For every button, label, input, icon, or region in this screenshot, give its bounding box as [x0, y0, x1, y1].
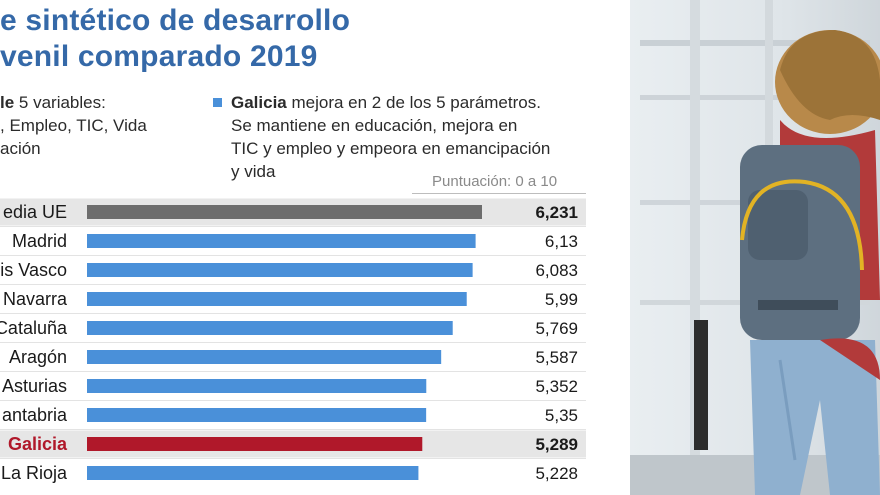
value-label: 6,083 [535, 261, 578, 280]
bar [87, 205, 482, 219]
bar [87, 437, 423, 451]
infographic: e sintético de desarrollo venil comparad… [0, 4, 586, 483]
bar [87, 292, 467, 306]
bar [87, 379, 427, 393]
bar [87, 234, 476, 248]
galicia-note-line-2: Se mantiene en educación, mejora en [231, 116, 518, 135]
bar [87, 321, 453, 335]
methodology-note-text: 5 variables: [14, 93, 106, 112]
value-label: 6,231 [535, 203, 578, 222]
value-label: 5,289 [535, 435, 578, 454]
category-label: Asturias [2, 376, 67, 396]
category-label: La Rioja [1, 463, 68, 483]
bullet-icon [213, 98, 222, 107]
value-label: 5,99 [545, 290, 578, 309]
scale-divider [412, 193, 586, 194]
methodology-note-line-1: le 5 variables: [0, 91, 106, 114]
bar-chart: edia UE 6,231 Madrid 6,13 is Vasco 6,083 Navar… [0, 198, 586, 483]
value-label: 6,13 [545, 232, 578, 251]
bar [87, 350, 442, 364]
value-label: 5,587 [535, 348, 578, 367]
galicia-note-text: mejora en 2 de los 5 parámetros. [286, 93, 541, 112]
category-label: Cataluña [0, 318, 68, 338]
galicia-note-line-3: TIC y empleo y empeora en emancipación [231, 139, 551, 158]
category-label: Galicia [8, 434, 68, 454]
bar [87, 263, 473, 277]
value-label: 5,769 [535, 319, 578, 338]
category-label: Madrid [12, 231, 67, 251]
category-label: is Vasco [0, 260, 67, 280]
galicia-note-line-4: y vida [231, 162, 276, 181]
value-label: 5,228 [535, 464, 578, 483]
category-label: Navarra [3, 289, 68, 309]
category-label: antabria [2, 405, 68, 425]
bar [87, 408, 427, 422]
category-label: Aragón [9, 347, 67, 367]
value-label: 5,352 [535, 377, 578, 396]
value-label: 5,35 [545, 406, 578, 425]
student-photo [630, 0, 880, 495]
chart-title-line-2: venil comparado 2019 [0, 40, 318, 73]
methodology-note-bold: le [0, 93, 15, 112]
bar [87, 466, 419, 480]
category-label: edia UE [3, 202, 67, 222]
scale-note: Puntuación: 0 a 10 [432, 173, 558, 190]
methodology-note-line-2: , Empleo, TIC, Vida [0, 116, 147, 135]
galicia-note-line-1: Galicia mejora en 2 de los 5 parámetros. [231, 91, 541, 114]
galicia-note-bold: Galicia [231, 93, 287, 112]
chart-title-line-1: e sintético de desarrollo [0, 4, 351, 37]
methodology-note-line-3: ación [0, 139, 41, 158]
